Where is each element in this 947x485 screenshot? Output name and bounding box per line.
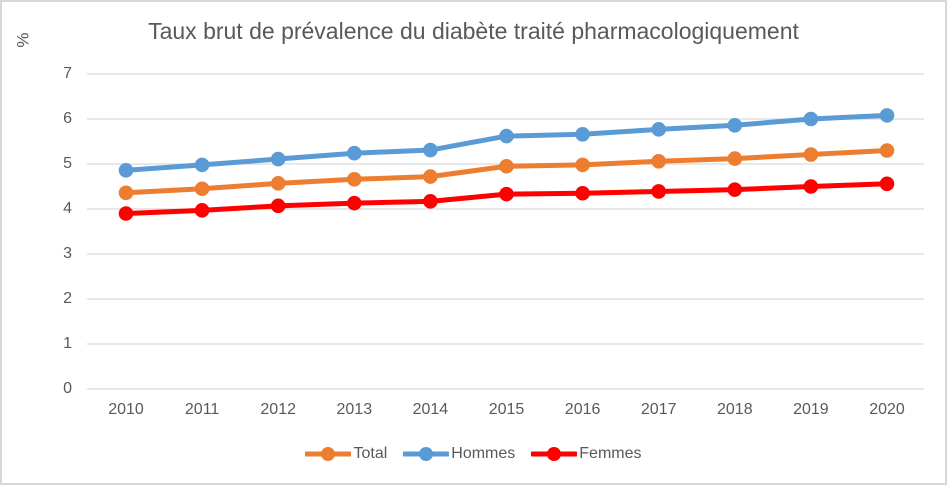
data-point-total-2013: [347, 172, 362, 187]
x-tick-label: 2014: [412, 401, 449, 418]
y-tick-label: 2: [63, 290, 72, 307]
data-point-femmes-2017: [651, 184, 666, 199]
x-tick-label: 2010: [108, 401, 144, 418]
data-point-femmes-2011: [194, 203, 210, 218]
y-tick-label: 3: [63, 245, 72, 262]
data-point-total-2010: [118, 185, 134, 201]
legend-marker-icon: [531, 447, 578, 461]
x-tick-label: 2012: [260, 401, 296, 418]
data-point-hommes-2013: [347, 145, 362, 161]
data-point-femmes-2020: [879, 176, 895, 192]
data-point-femmes-2010: [118, 206, 134, 221]
data-point-hommes-2015: [499, 128, 514, 144]
y-tick-label: 0: [63, 380, 72, 397]
data-point-femmes-2016: [575, 185, 590, 201]
data-point-total-2015: [499, 158, 514, 174]
legend-item-hommes: Hommes: [403, 445, 515, 463]
data-point-total-2016: [575, 157, 590, 173]
legend-label: Total: [353, 445, 388, 462]
data-point-hommes-2011: [194, 157, 210, 173]
data-point-hommes-2010: [118, 163, 134, 178]
legend-label: Femmes: [579, 445, 642, 462]
data-point-total-2017: [651, 154, 666, 169]
data-point-hommes-2018: [727, 118, 743, 133]
y-tick-label: 1: [63, 335, 72, 352]
data-point-femmes-2015: [499, 186, 514, 202]
legend-item-femmes: Femmes: [531, 445, 642, 463]
x-tick-label: 2011: [184, 401, 220, 418]
x-tick-label: 2016: [564, 401, 601, 418]
x-tick-label: 2018: [717, 401, 753, 418]
data-point-femmes-2014: [423, 194, 438, 209]
legend-marker-icon: [305, 447, 352, 461]
data-point-femmes-2012: [270, 198, 286, 214]
data-point-total-2019: [803, 147, 819, 162]
data-point-hommes-2014: [423, 142, 438, 158]
x-tick-label: 2019: [793, 401, 829, 418]
data-point-total-2011: [194, 181, 210, 197]
data-point-total-2012: [270, 176, 286, 191]
legend-marker-icon: [403, 447, 450, 461]
x-tick-label: 2013: [336, 401, 373, 418]
y-tick-label: 6: [63, 110, 72, 127]
chart-title: Taux brut de prévalence du diabète trait…: [148, 18, 799, 44]
x-tick-label: 2015: [488, 401, 525, 418]
data-point-femmes-2019: [803, 179, 819, 194]
legend-label: Hommes: [451, 445, 516, 462]
data-point-total-2020: [879, 143, 895, 158]
data-point-total-2014: [423, 169, 438, 184]
data-point-hommes-2020: [879, 108, 895, 123]
y-tick-label: 4: [63, 200, 72, 217]
data-point-femmes-2018: [727, 182, 743, 197]
chart-legend: Total Hommes Femmes: [2, 445, 945, 463]
x-tick-label: 2017: [640, 401, 677, 418]
data-point-hommes-2012: [270, 151, 286, 167]
data-point-hommes-2016: [575, 127, 590, 142]
data-point-hommes-2017: [651, 122, 666, 137]
x-tick-label: 2020: [869, 401, 905, 418]
y-tick-label: 7: [63, 65, 72, 82]
data-point-total-2018: [727, 151, 743, 166]
y-tick-label: 5: [63, 155, 72, 172]
data-point-hommes-2019: [803, 111, 819, 127]
legend-item-total: Total: [305, 445, 387, 463]
data-point-femmes-2013: [347, 195, 362, 211]
